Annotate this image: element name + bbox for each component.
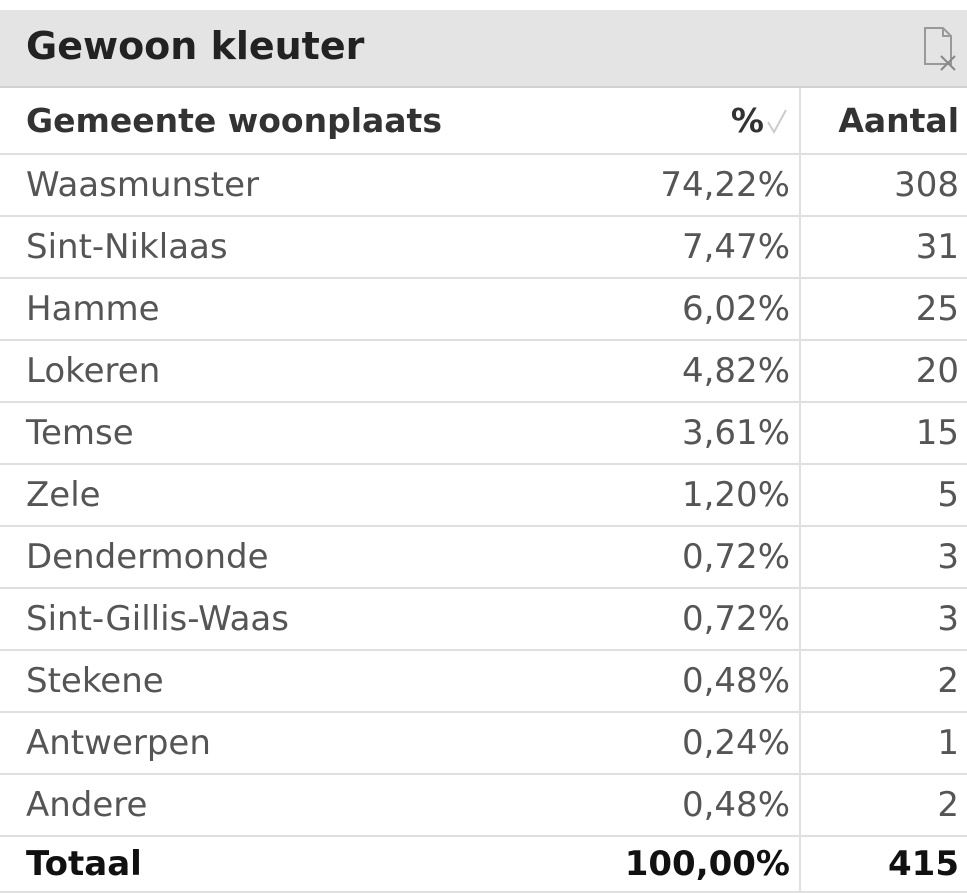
cell: 308 — [894, 165, 959, 205]
total-row: Totaal 100,00% 415 — [0, 837, 967, 893]
cell: 7,47% — [681, 227, 790, 267]
cell: 0,72% — [681, 537, 790, 577]
cell[interactable]: Gemeente woonplaats — [26, 101, 442, 140]
cell: 5 — [937, 475, 959, 515]
data-row[interactable]: Stekene 0,48% 2 — [0, 651, 967, 713]
data-row[interactable]: Temse 3,61% 15 — [0, 403, 967, 465]
cell: 74,22% — [660, 165, 790, 205]
cell[interactable]: Aantal — [838, 101, 959, 140]
header-row: Gemeente woonplaats% Aantal — [0, 88, 967, 155]
data-row[interactable]: Zele 1,20% 5 — [0, 465, 967, 527]
cell: Temse — [26, 413, 134, 453]
cell: Hamme — [26, 289, 160, 329]
cell: 6,02% — [681, 289, 790, 329]
data-row[interactable]: Hamme 6,02% 25 — [0, 279, 967, 341]
cell: 0,24% — [681, 723, 790, 763]
cell: 3 — [937, 537, 959, 577]
cell: Waasmunster — [26, 165, 259, 205]
cell: 415 — [888, 844, 959, 884]
data-row[interactable]: Sint-Gillis-Waas 0,72% 3 — [0, 589, 967, 651]
cell: 4,82% — [681, 351, 790, 391]
cell: Andere — [26, 785, 148, 825]
title: Gewoon kleuter — [26, 24, 365, 68]
data-row[interactable]: Sint-Niklaas 7,47% 31 — [0, 217, 967, 279]
cell: Totaal — [26, 844, 142, 884]
cell: Sint-Gillis-Waas — [26, 599, 289, 639]
data-row[interactable]: Waasmunster 74,22% 308 — [0, 155, 967, 217]
data-row[interactable]: Lokeren 4,82% 20 — [0, 341, 967, 403]
cell: 100,00% — [624, 844, 790, 884]
cell: 3,61% — [681, 413, 790, 453]
data-row[interactable]: Dendermonde 0,72% 3 — [0, 527, 967, 589]
cell: 0,48% — [681, 661, 790, 701]
cell: 25 — [915, 289, 959, 329]
cell: Sint-Niklaas — [26, 227, 228, 267]
cell: 0,72% — [681, 599, 790, 639]
sort-icon — [767, 109, 787, 134]
cell: Stekene — [26, 661, 164, 701]
clear-icon[interactable] — [919, 24, 959, 74]
cell: Dendermonde — [26, 537, 269, 577]
cell: 2 — [937, 661, 959, 701]
cell[interactable]: % — [731, 88, 790, 153]
cell: 2 — [937, 785, 959, 825]
data-row[interactable]: Andere 0,48% 2 — [0, 775, 967, 837]
cell: Antwerpen — [26, 723, 211, 763]
title-bar: Gewoon kleuter — [0, 10, 967, 88]
cell: 15 — [915, 413, 959, 453]
data-row[interactable]: Antwerpen 0,24% 1 — [0, 713, 967, 775]
cell: 0,48% — [681, 785, 790, 825]
cell: 31 — [915, 227, 959, 267]
cell: Zele — [26, 475, 101, 515]
cell: 1,20% — [681, 475, 790, 515]
cell: 20 — [915, 351, 959, 391]
cell: 3 — [937, 599, 959, 639]
column-separator — [799, 88, 801, 893]
cell: Lokeren — [26, 351, 161, 391]
cell: 1 — [937, 723, 959, 763]
